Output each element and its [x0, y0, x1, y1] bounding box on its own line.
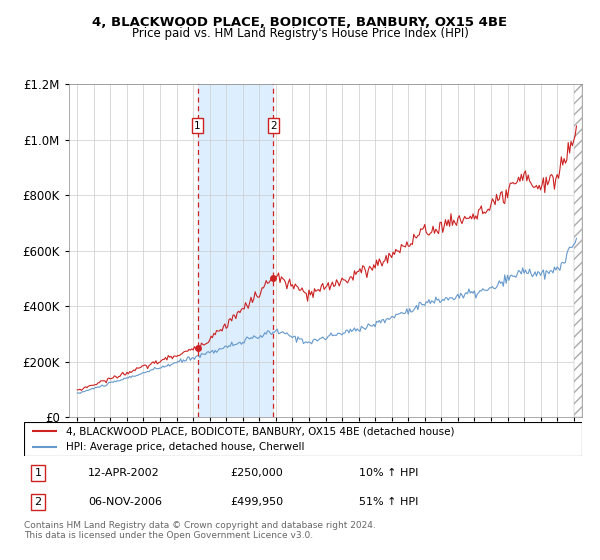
Text: Contains HM Land Registry data © Crown copyright and database right 2024.
This d: Contains HM Land Registry data © Crown c…: [24, 521, 376, 540]
Text: 06-NOV-2006: 06-NOV-2006: [88, 497, 162, 507]
Text: HPI: Average price, detached house, Cherwell: HPI: Average price, detached house, Cher…: [66, 442, 304, 452]
Bar: [574, 84, 582, 417]
Text: 1: 1: [34, 468, 41, 478]
Text: £250,000: £250,000: [230, 468, 283, 478]
Text: £499,950: £499,950: [230, 497, 284, 507]
Text: 2: 2: [34, 497, 41, 507]
Text: 4, BLACKWOOD PLACE, BODICOTE, BANBURY, OX15 4BE: 4, BLACKWOOD PLACE, BODICOTE, BANBURY, O…: [92, 16, 508, 29]
Text: 2: 2: [270, 120, 277, 130]
Text: 1: 1: [194, 120, 201, 130]
Bar: [574, 84, 582, 417]
Text: 10% ↑ HPI: 10% ↑ HPI: [359, 468, 418, 478]
Text: 51% ↑ HPI: 51% ↑ HPI: [359, 497, 418, 507]
Text: 12-APR-2002: 12-APR-2002: [88, 468, 160, 478]
Text: 4, BLACKWOOD PLACE, BODICOTE, BANBURY, OX15 4BE (detached house): 4, BLACKWOOD PLACE, BODICOTE, BANBURY, O…: [66, 426, 454, 436]
Bar: [197, 84, 273, 417]
Text: Price paid vs. HM Land Registry's House Price Index (HPI): Price paid vs. HM Land Registry's House …: [131, 27, 469, 40]
